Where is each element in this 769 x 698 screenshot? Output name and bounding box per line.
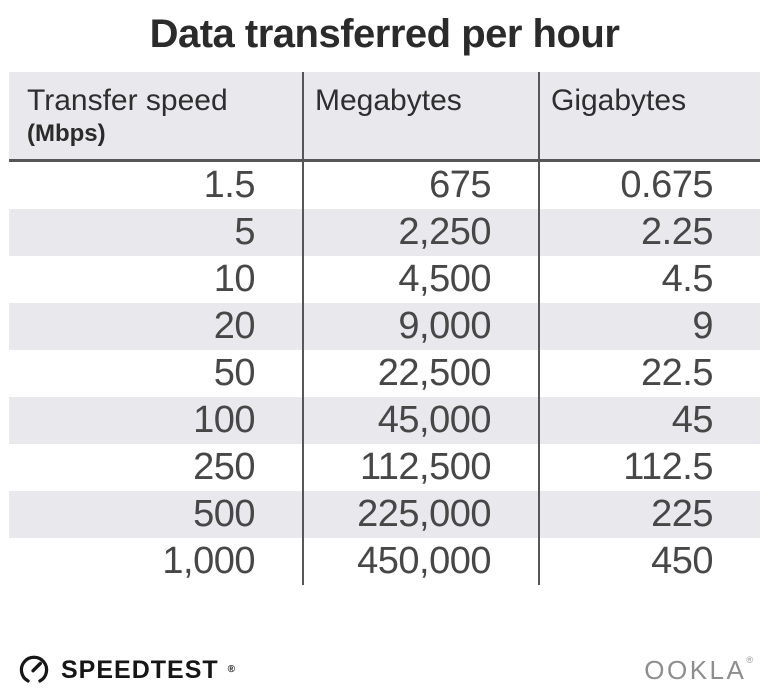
column-header-megabytes: Megabytes xyxy=(302,72,538,159)
cell-megabytes: 112,500 xyxy=(302,444,538,491)
speedtest-registered-mark: ® xyxy=(227,664,236,675)
ookla-registered-mark: ® xyxy=(746,655,753,665)
table-row: 50 22,500 22.5 xyxy=(9,350,760,397)
speedtest-logo: SPEEDTEST ® xyxy=(16,650,235,691)
table-row: 250 112,500 112.5 xyxy=(9,444,760,491)
data-table: Transfer speed (Mbps) Megabytes Gigabyte… xyxy=(9,72,760,585)
table-row: 1,000 450,000 450 xyxy=(9,538,760,585)
speedtest-gauge-icon xyxy=(16,650,52,691)
ookla-wordmark: OOKLA xyxy=(644,655,747,685)
cell-transfer-speed: 250 xyxy=(193,446,255,488)
footer: SPEEDTEST ® OOKLA® xyxy=(16,646,753,694)
page-title: Data transferred per hour xyxy=(149,12,620,56)
cell-transfer-speed: 5 xyxy=(234,211,255,253)
cell-gigabytes: 450 xyxy=(538,538,760,585)
cell-megabytes: 675 xyxy=(302,162,538,209)
cell-transfer-speed: 1.5 xyxy=(203,164,256,206)
column-header-label: Megabytes xyxy=(315,84,462,117)
cell-megabytes: 225,000 xyxy=(302,491,538,538)
ookla-logo: OOKLA® xyxy=(644,654,753,686)
cell-transfer-speed: 500 xyxy=(193,493,255,535)
table-row: 1.5 675 0.675 xyxy=(9,162,760,209)
table-body: 1.5 675 0.675 5 2,250 2.25 10 4,500 4.5 … xyxy=(9,162,760,585)
table-row: 10 4,500 4.5 xyxy=(9,256,760,303)
cell-gigabytes: 22.5 xyxy=(538,350,760,397)
column-header-label: Gigabytes xyxy=(551,84,687,117)
cell-transfer-speed: 50 xyxy=(213,352,256,394)
cell-gigabytes: 225 xyxy=(538,491,760,538)
table-row: 20 9,000 9 xyxy=(9,303,760,350)
cell-megabytes: 4,500 xyxy=(302,256,538,303)
table-row: 5 2,250 2.25 xyxy=(9,209,760,256)
cell-megabytes: 22,500 xyxy=(302,350,538,397)
cell-gigabytes: 9 xyxy=(538,303,760,350)
column-header-transfer-speed: Transfer speed (Mbps) xyxy=(9,72,302,159)
cell-transfer-speed: 1,000 xyxy=(162,540,255,582)
cell-gigabytes: 45 xyxy=(538,397,760,444)
cell-gigabytes: 0.675 xyxy=(538,162,760,209)
cell-gigabytes: 112.5 xyxy=(538,444,760,491)
cell-transfer-speed: 100 xyxy=(193,399,255,441)
cell-megabytes: 45,000 xyxy=(302,397,538,444)
column-header-gigabytes: Gigabytes xyxy=(538,72,760,159)
cell-transfer-speed: 20 xyxy=(213,305,256,347)
cell-gigabytes: 4.5 xyxy=(538,256,760,303)
speedtest-wordmark: SPEEDTEST xyxy=(61,656,219,684)
cell-transfer-speed: 10 xyxy=(213,258,256,300)
table-row: 100 45,000 45 xyxy=(9,397,760,444)
column-header-label: Transfer speed xyxy=(27,84,228,117)
table-row: 500 225,000 225 xyxy=(9,491,760,538)
column-header-sublabel: (Mbps) xyxy=(27,120,106,147)
table-header-row: Transfer speed (Mbps) Megabytes Gigabyte… xyxy=(9,72,760,162)
cell-megabytes: 450,000 xyxy=(302,538,538,585)
cell-megabytes: 9,000 xyxy=(302,303,538,350)
cell-gigabytes: 2.25 xyxy=(538,209,760,256)
cell-megabytes: 2,250 xyxy=(302,209,538,256)
